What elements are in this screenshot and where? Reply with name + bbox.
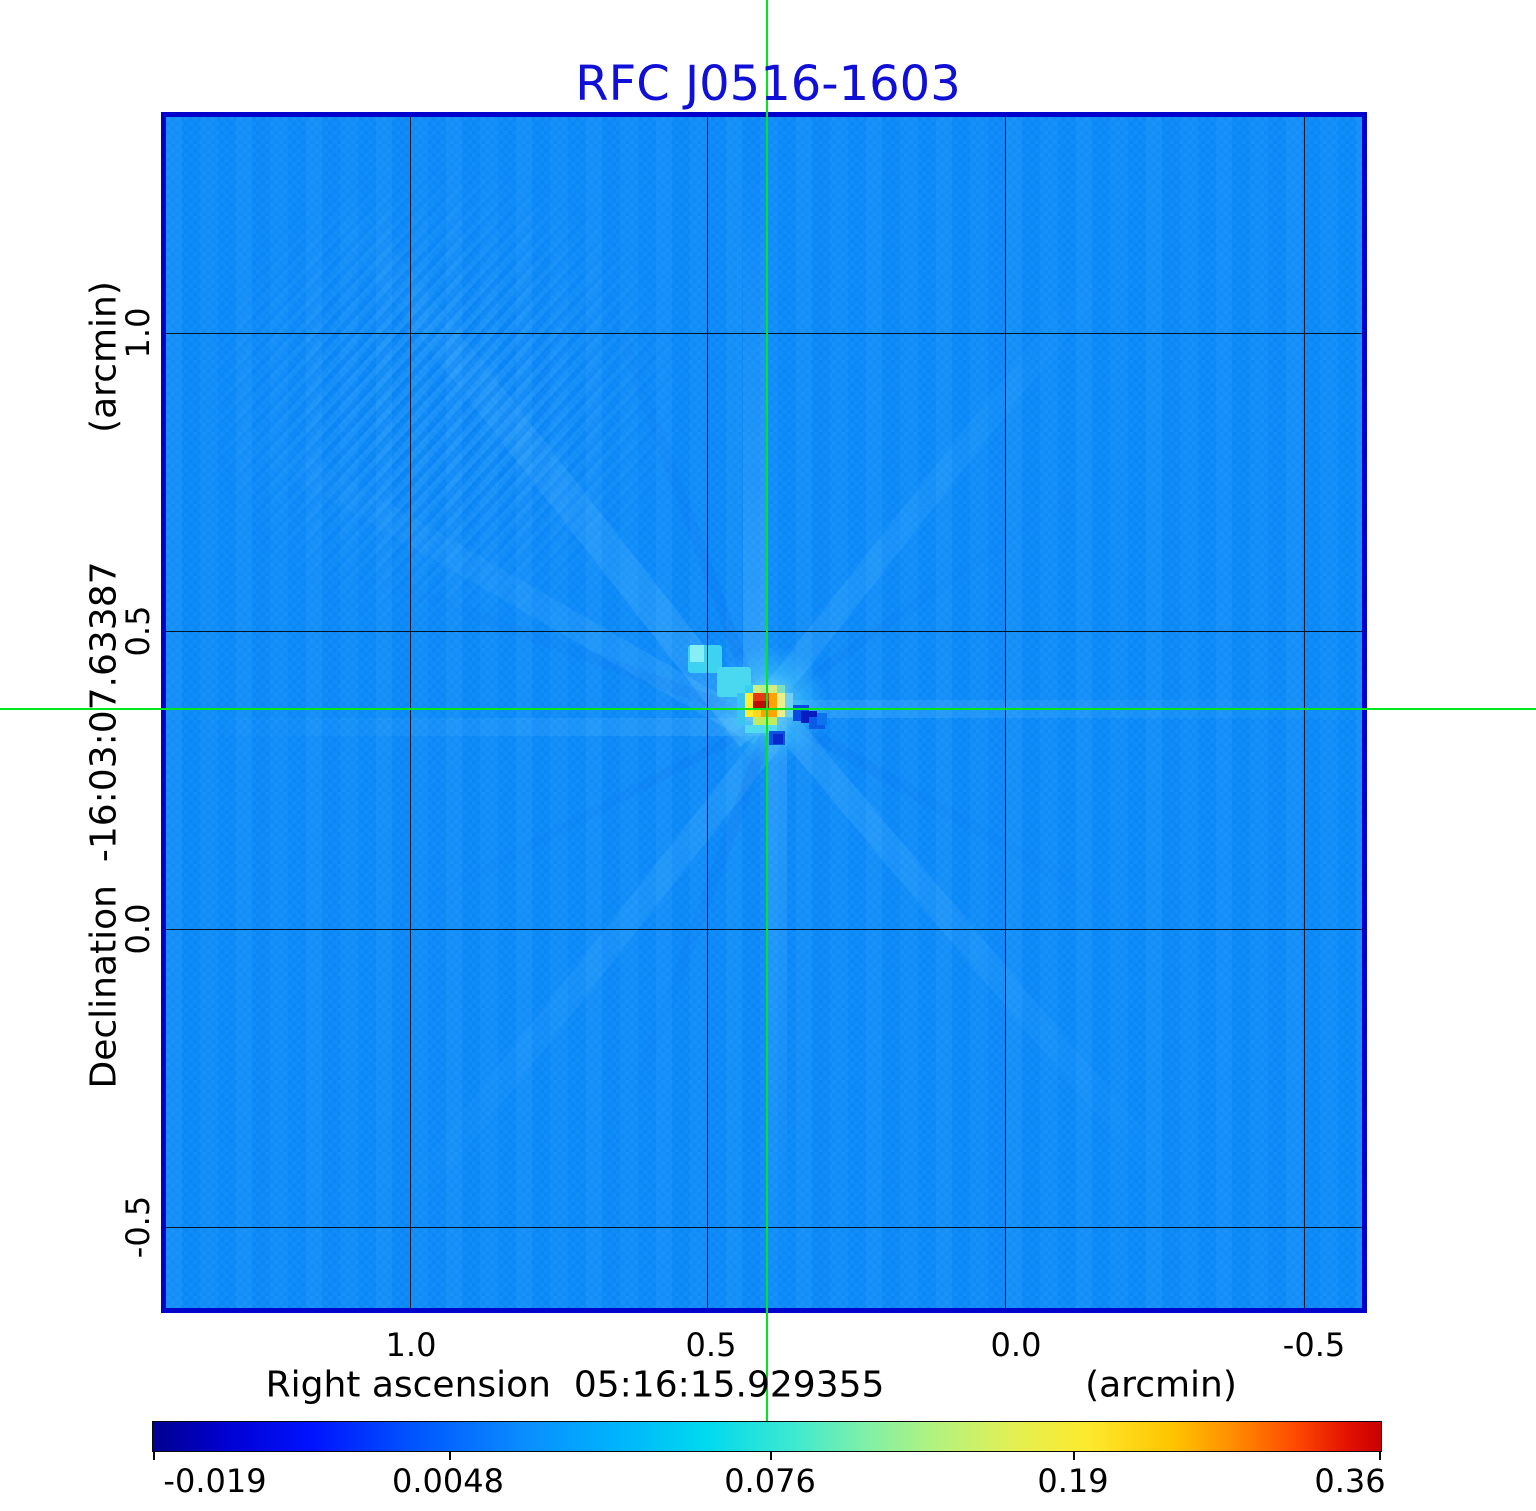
gridline-vertical xyxy=(1005,117,1006,1308)
map-area xyxy=(161,112,1367,1313)
y-tick-label: -0.5 xyxy=(119,1195,157,1259)
y-tick-label: 1.0 xyxy=(119,307,157,359)
x-axis-title: Right ascension 05:16:15.929355 xyxy=(265,1364,885,1406)
negative-pixel xyxy=(817,713,827,725)
source-pixel xyxy=(745,693,753,717)
source-pixel xyxy=(777,693,785,717)
y-tick-label: 0.5 xyxy=(119,605,157,657)
y-tick-label: 0.0 xyxy=(119,903,157,955)
gridline-horizontal xyxy=(166,631,1362,632)
sidelobe-ray xyxy=(743,176,767,721)
gridline-vertical xyxy=(707,117,708,1308)
colorbar-tick xyxy=(449,1452,451,1460)
gridline-vertical xyxy=(410,117,411,1308)
sidelobe-ray xyxy=(767,719,787,1279)
source-pixel xyxy=(753,717,777,725)
source-pixel xyxy=(761,709,769,717)
gridline-horizontal xyxy=(166,929,1362,930)
source-pixel xyxy=(745,685,753,693)
source-pixel xyxy=(753,709,761,717)
colorbar-tick-label: 0.076 xyxy=(724,1462,816,1500)
x-axis-unit-label: (arcmin) xyxy=(1085,1364,1237,1406)
source-pixel xyxy=(753,685,761,693)
jet-pixel xyxy=(690,645,704,662)
x-tick-label: 1.0 xyxy=(385,1326,437,1364)
source-pixel xyxy=(769,685,777,693)
negative-pixel xyxy=(773,734,783,744)
source-peak-pixel xyxy=(753,693,769,701)
colorbar-tick xyxy=(1073,1452,1075,1460)
colorbar-tick xyxy=(1379,1452,1381,1460)
colorbar xyxy=(152,1421,1382,1452)
source-peak-pixel xyxy=(753,701,769,709)
colorbar-tick-label: 0.19 xyxy=(1037,1462,1109,1500)
source-pixel xyxy=(761,685,769,693)
figure-title: RFC J0516-1603 xyxy=(575,56,961,112)
x-tick-label: 0.5 xyxy=(685,1326,737,1364)
colorbar-tick-label: 0.0048 xyxy=(392,1462,504,1500)
source-pixel xyxy=(745,725,777,733)
crosshair-vertical-line xyxy=(766,0,768,1421)
colorbar-tick-label: 0.36 xyxy=(1314,1462,1386,1500)
sidelobe-ripples-northwest xyxy=(186,147,706,647)
source-pixel xyxy=(785,693,793,717)
gridline-horizontal xyxy=(166,1227,1362,1228)
sidelobe-ray xyxy=(187,718,767,736)
source-pixel xyxy=(777,685,785,693)
x-tick-label: 0.0 xyxy=(990,1326,1042,1364)
source-pixel xyxy=(769,693,777,717)
x-tick-label: -0.5 xyxy=(1282,1326,1346,1364)
crosshair-horizontal-line xyxy=(0,708,1536,710)
gridline-horizontal xyxy=(166,333,1362,334)
colorbar-tick xyxy=(153,1452,155,1460)
gridline-vertical xyxy=(1304,117,1305,1308)
colorbar-tick xyxy=(770,1452,772,1460)
colorbar-tick-label: -0.019 xyxy=(163,1462,267,1500)
